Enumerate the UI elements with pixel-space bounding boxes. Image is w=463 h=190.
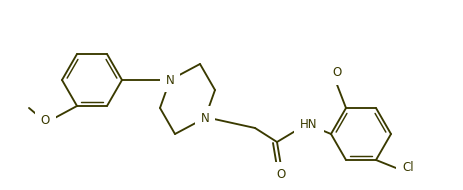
Text: HN: HN <box>300 117 318 131</box>
Text: N: N <box>200 112 209 124</box>
Text: O: O <box>41 115 50 127</box>
Text: Cl: Cl <box>402 162 413 174</box>
Text: N: N <box>166 74 175 86</box>
Text: N: N <box>166 74 175 86</box>
Text: O: O <box>332 66 342 79</box>
Text: O: O <box>276 168 286 180</box>
